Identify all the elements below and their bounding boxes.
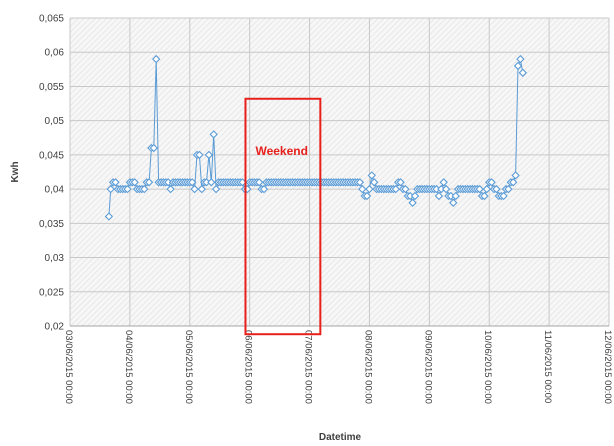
data-point [123,184,132,194]
data-point [475,184,484,194]
data-point [211,184,221,194]
data-point [511,171,520,180]
y-tick-label: 0,04 [45,185,65,196]
data-point [499,191,508,201]
data-point [152,54,161,64]
data-point [504,184,513,194]
data-point [149,143,158,153]
weekend-annotation: Weekend [255,144,307,158]
data-point [391,184,400,194]
data-point [144,178,154,187]
data-point [451,191,460,201]
data-point [190,184,199,194]
data-point [197,184,206,194]
data-point [441,184,451,194]
x-tick-label: 04/06/2015 00:00 [123,330,134,404]
data-point [492,184,501,194]
x-tick-label: 11/06/2015 00:00 [542,330,553,403]
x-tick-label: 07/06/2015 00:00 [303,330,314,404]
data-point [434,191,444,201]
gridlines [69,17,610,327]
data-point [370,178,379,187]
data-point [358,184,367,194]
y-axis: 0,065 0,06 0,055 0,05 0,045 0,04 0,035 0,03 0,02… [39,14,64,333]
x-tick-label: 10/06/2015 00:00 [482,330,493,404]
plot-area [70,18,609,326]
y-tick-label: 0,05 [45,116,65,127]
data-point [513,61,523,71]
data-point [188,178,197,187]
y-tick-label: 0,055 [39,82,64,93]
weekend-highlight-box [244,97,322,336]
data-point [480,191,489,201]
data-point [365,184,374,194]
x-tick-label: 09/06/2015 00:00 [422,330,433,404]
y-tick-label: 0,06 [45,48,65,59]
data-point [396,178,405,187]
x-tick-label: 12/06/2015 00:00 [602,330,613,404]
x-tick-label: 06/06/2015 00:00 [243,330,254,404]
x-axis-title: Datetime [319,432,362,443]
x-tick-label: 08/06/2015 00:00 [362,330,373,404]
data-point [130,178,139,187]
data-point [439,178,448,187]
data-point [516,54,525,64]
data-point [518,68,527,77]
data-point [104,212,114,221]
data-point [401,184,410,194]
data-point [195,150,204,160]
data-point [111,178,120,187]
y-tick-label: 0,045 [39,150,64,161]
x-tick-label: 05/06/2015 00:00 [183,330,194,404]
data-point [166,184,175,194]
y-tick-label: 0,065 [39,14,64,25]
x-axis: 03/06/2015 00:00 04/06/2015 00:00 05/06/20… [63,330,613,404]
y-axis-title: Kwh [10,161,21,182]
data-point [259,184,269,194]
y-tick-label: 0,03 [45,253,65,264]
data-point [106,184,115,194]
data-point [255,178,264,187]
data-point [207,178,216,187]
data-point [362,191,372,201]
data-point [140,184,149,194]
data-point [482,184,491,194]
annotations: Weekend [244,97,322,336]
data-point [408,198,417,207]
data-point [487,178,496,187]
data-point [410,191,420,201]
data-point [209,130,218,139]
y-tick-label: 0,035 [39,219,64,230]
data-point [355,178,365,187]
y-tick-label: 0,025 [39,287,64,298]
y-tick-label: 0,02 [45,322,65,333]
data-point [449,198,458,207]
data-point [367,171,376,180]
data-point [204,150,214,160]
x-tick-label: 03/06/2015 00:00 [63,330,74,404]
data-point [509,178,518,187]
